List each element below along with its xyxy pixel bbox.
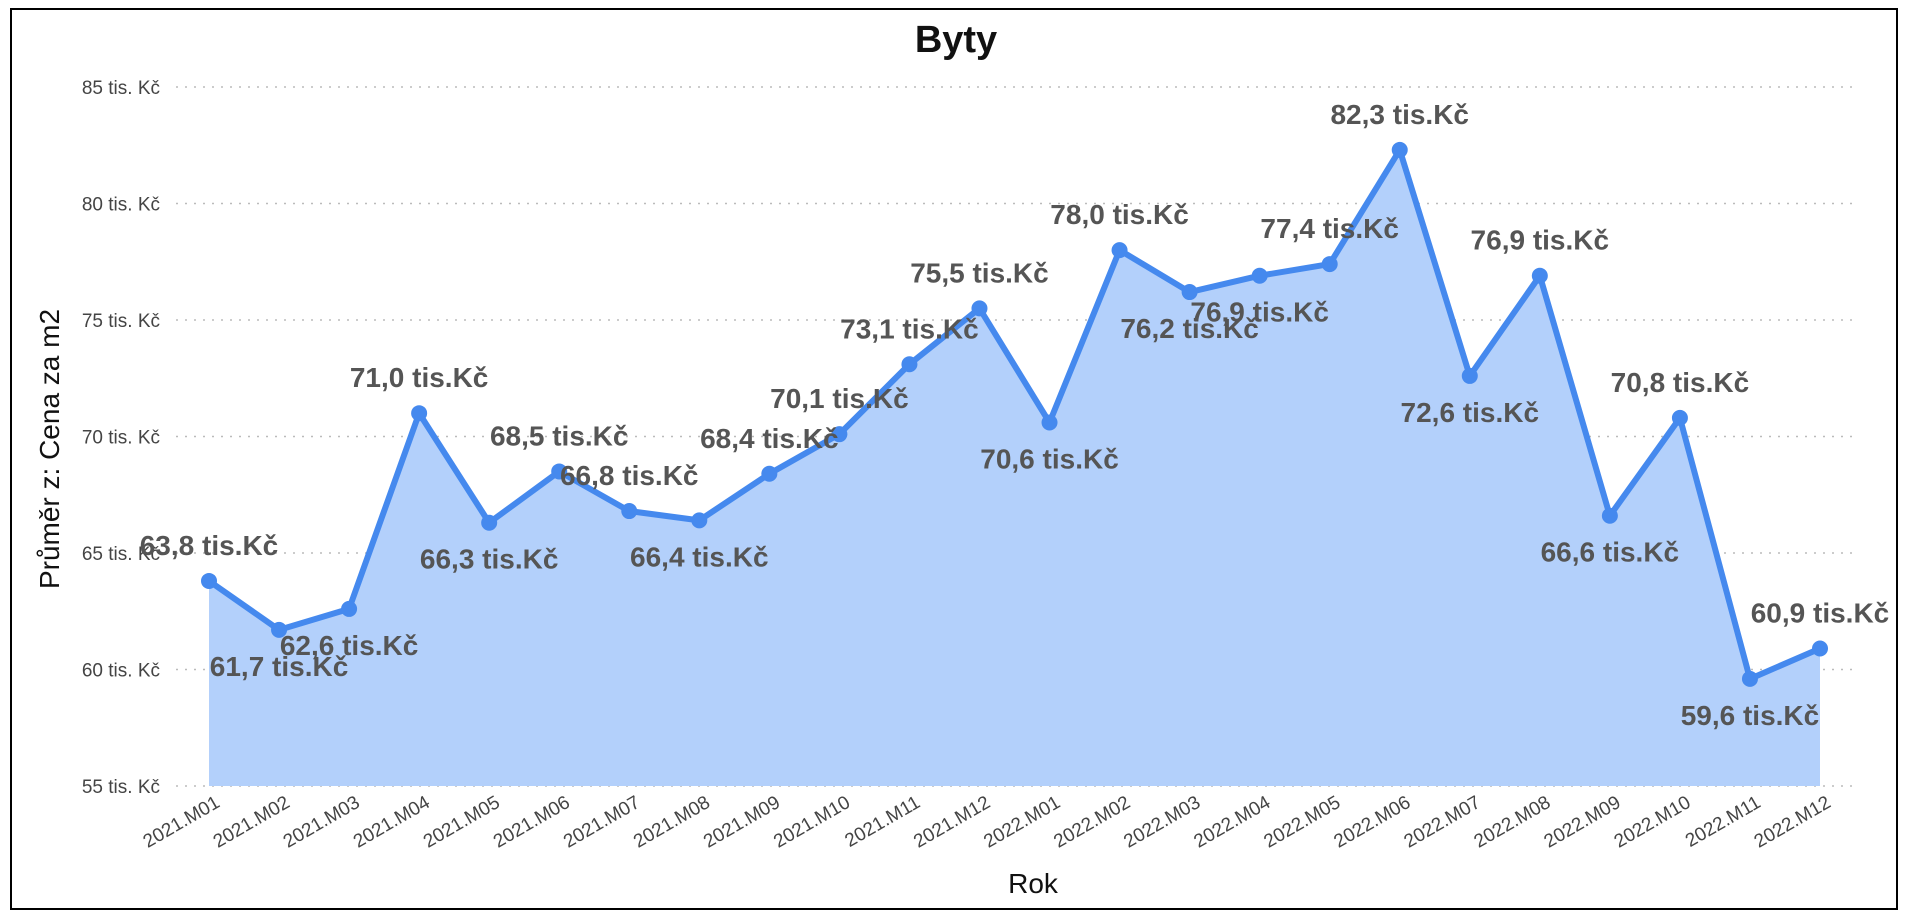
x-tick-label: 2021.M12 — [910, 792, 994, 852]
data-label: 70,6 tis.Kč — [980, 444, 1119, 475]
data-label: 70,8 tis.Kč — [1611, 367, 1750, 398]
x-tick-label: 2022.M09 — [1541, 792, 1625, 852]
data-point — [1321, 256, 1338, 273]
x-tick-label: 2022.M03 — [1120, 792, 1204, 852]
data-point — [901, 356, 918, 373]
data-label: 82,3 tis.Kč — [1330, 99, 1469, 130]
data-label: 76,2 tis.Kč — [1120, 313, 1259, 344]
line-area-chart: Byty 55 tis. Kč 60 tis. Kč 65 tis. Kč 70 ti… — [34, 19, 1890, 899]
x-tick-label: 2021.M04 — [350, 792, 434, 853]
data-label: 63,8 tis.Kč — [140, 530, 279, 561]
data-point — [1741, 670, 1758, 687]
data-label: 75,5 tis.Kč — [910, 257, 1049, 288]
data-point — [971, 300, 988, 317]
x-tick-label: 2022.M06 — [1331, 792, 1415, 852]
x-tick-label: 2021.M07 — [560, 792, 644, 852]
y-tick-label: 60 tis. Kč — [82, 661, 160, 682]
x-tick-label: 2022.M07 — [1401, 792, 1485, 852]
data-point — [1812, 640, 1828, 657]
x-tick-label: 2022.M01 — [980, 792, 1064, 852]
y-tick-label: 65 tis. Kč — [82, 544, 160, 565]
y-axis-title: Průměr z: Cena za m2 — [34, 309, 65, 589]
data-label: 66,8 tis.Kč — [560, 460, 699, 491]
data-label: 76,9 tis.Kč — [1190, 297, 1329, 328]
area-fill — [209, 149, 1820, 786]
x-tick-label: 2022.M05 — [1261, 792, 1345, 852]
y-tick-label: 70 tis. Kč — [82, 428, 160, 449]
data-point — [1111, 242, 1128, 259]
x-tick-label: 2021.M10 — [770, 792, 854, 852]
y-tick-label: 85 tis. Kč — [82, 78, 160, 99]
data-label: 62,6 tis.Kč — [280, 630, 419, 661]
y-tick-label: 75 tis. Kč — [82, 311, 160, 332]
series-area — [201, 141, 1828, 786]
data-label: 76,9 tis.Kč — [1471, 225, 1610, 256]
data-point — [341, 600, 358, 617]
data-label: 68,5 tis.Kč — [490, 420, 629, 451]
x-tick-label: 2022.M12 — [1751, 792, 1835, 852]
x-tick-label: 2022.M04 — [1190, 792, 1274, 853]
x-tick-label: 2021.M11 — [841, 792, 923, 852]
data-point — [1601, 507, 1618, 524]
x-tick-label: 2021.M05 — [420, 792, 504, 852]
x-tick-label: 2021.M01 — [140, 792, 224, 852]
data-point — [1671, 409, 1688, 426]
data-label: 61,7 tis.Kč — [210, 651, 349, 682]
data-label: 66,4 tis.Kč — [630, 541, 769, 572]
data-point — [1391, 141, 1408, 158]
data-point — [621, 503, 638, 520]
x-axis-title: Rok — [1008, 868, 1059, 899]
x-tick-label: 2022.M08 — [1471, 792, 1555, 852]
data-label: 60,9 tis.Kč — [1751, 598, 1890, 629]
data-label: 78,0 tis.Kč — [1050, 199, 1189, 230]
x-tick-label: 2022.M02 — [1050, 792, 1134, 852]
data-point — [1461, 367, 1478, 384]
data-label: 73,1 tis.Kč — [840, 313, 979, 344]
y-tick-label: 80 tis. Kč — [82, 195, 160, 216]
x-tick-label: 2021.M06 — [490, 792, 574, 852]
data-point — [761, 465, 778, 482]
x-axis-ticks: 2021.M012021.M022021.M032021.M042021.M05… — [140, 792, 1835, 853]
data-point — [411, 405, 428, 422]
data-label: 66,6 tis.Kč — [1541, 537, 1680, 568]
x-tick-label: 2021.M03 — [280, 792, 364, 852]
chart-title: Byty — [915, 19, 997, 61]
data-label: 68,4 tis.Kč — [700, 423, 839, 454]
data-point — [201, 572, 217, 589]
data-label: 70,1 tis.Kč — [770, 383, 909, 414]
data-point — [481, 514, 498, 531]
y-axis-ticks: 55 tis. Kč 60 tis. Kč 65 tis. Kč 70 tis. Kč… — [82, 78, 160, 798]
data-label: 72,6 tis.Kč — [1401, 397, 1540, 428]
data-point — [1531, 267, 1548, 284]
y-tick-label: 55 tis. Kč — [82, 777, 160, 798]
x-tick-label: 2021.M09 — [700, 792, 784, 852]
x-tick-label: 2021.M02 — [210, 792, 294, 852]
data-label: 66,3 tis.Kč — [420, 544, 559, 575]
data-point — [1041, 414, 1058, 431]
data-label: 71,0 tis.Kč — [350, 362, 489, 393]
chart-frame: Byty 55 tis. Kč 60 tis. Kč 65 tis. Kč 70 ti… — [10, 8, 1898, 910]
x-tick-label: 2022.M10 — [1611, 792, 1695, 852]
data-point — [691, 512, 708, 529]
data-point — [551, 463, 568, 480]
data-label: 77,4 tis.Kč — [1260, 213, 1399, 244]
data-point — [271, 621, 288, 638]
data-point — [1181, 284, 1198, 301]
data-label: 59,6 tis.Kč — [1681, 700, 1820, 731]
data-point — [1251, 267, 1268, 284]
x-tick-label: 2021.M08 — [630, 792, 714, 852]
series-line — [206, 146, 1823, 682]
x-tick-label: 2022.M11 — [1682, 792, 1764, 852]
data-point — [831, 426, 848, 443]
